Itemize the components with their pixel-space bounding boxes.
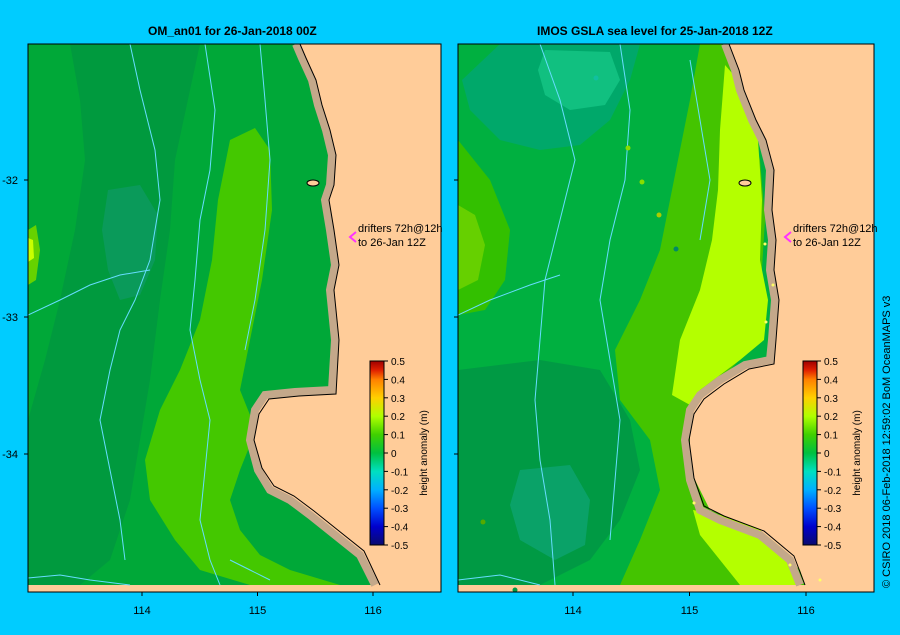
lon-tick-label: 114 [564,605,582,617]
map-frame [27,43,442,593]
colorbar-tick-label: -0.3 [824,504,842,515]
colorbar-tick-label: -0.4 [824,523,842,534]
colorbar-tick-label: -0.5 [391,541,409,552]
drifter-arrow [783,231,792,243]
credit-line: © CSIRO 2018 06-Feb-2018 12:59:02 BoM Oc… [881,296,893,588]
right-panel-title: IMOS GSLA sea level for 25-Jan-2018 12Z [537,24,773,38]
colorbar-tick-label: 0.3 [824,394,838,405]
colorbar-label: height anomaly (m) [419,410,430,496]
colorbars: 0.5 0.4 0.3 0.2 0.1 0 -0.1 -0.2 -0.3 -0.4 -0.5 heig… [369,357,863,552]
left-panel-title: OM_an01 for 26-Jan-2018 00Z [148,24,317,38]
island [738,179,752,187]
colorbar-tick-label: -0.3 [391,504,409,515]
colorbar-tick-label: -0.2 [824,486,842,497]
colorbar-tick-label: 0 [824,449,830,460]
lon-tick-label: 114 [133,605,151,617]
colorbar-tick-label: 0.1 [391,431,405,442]
colorbar-tick-label: -0.1 [824,467,842,478]
colorbar-tick-label: 0.4 [824,375,838,386]
coastline [245,44,379,587]
drifter-annotations: drifters 72h@12h to 26-Jan 12Z drifters 72… [348,223,878,249]
colorbar [802,360,818,546]
annotation-line2: to 26-Jan 12Z [793,237,861,249]
coastline [680,44,804,587]
anomaly-contour-low [28,44,200,585]
colorbar [369,360,385,546]
credit-text: © CSIRO 2018 06-Feb-2018 12:59:02 BoM Oc… [881,296,893,588]
island [306,179,320,187]
lon-tick-label: 116 [364,605,382,617]
lon-tick-label: 116 [797,605,815,617]
left-map-panel [27,43,442,593]
coastline-outline [253,44,381,586]
drifter-arrow [348,231,357,243]
drifter-markers [480,75,822,592]
colorbar-tick-label: -0.4 [391,523,409,534]
anomaly-contour-mid-2 [458,205,485,290]
drifter-tracks [458,44,711,586]
annotation-line1: drifters 72h@12h [793,223,878,235]
anomaly-contour-high [672,65,768,405]
colorbar-tick-label: -0.5 [824,541,842,552]
colorbar-tick-label: 0.3 [391,394,405,405]
colorbar-tick-label: 0.5 [391,357,405,368]
map-frame [457,43,875,593]
lon-tick-label: 115 [681,605,699,617]
colorbar-tick-label: 0 [391,449,397,460]
colorbar-tick-label: 0.4 [391,375,405,386]
anomaly-contour-highest [28,238,34,262]
lon-tick-label: 115 [249,605,267,617]
colorbar-tick-label: 0.1 [824,431,838,442]
lat-tick-label: -34 [2,449,18,461]
drifter-tracks [28,44,271,586]
colorbar-tick-label: 0.2 [824,412,838,423]
colorbar-tick-label: -0.1 [391,467,409,478]
anomaly-contour-lowest-2 [510,465,590,560]
lat-tick-label: -32 [2,175,18,187]
anomaly-contour-high-2 [693,510,800,585]
colorbar-label: height anomaly (m) [852,410,863,496]
colorbar-tick-label: 0.2 [391,412,405,423]
anomaly-contour-mid [145,128,340,585]
colorbar-tick-label: 0.5 [824,357,838,368]
lat-tick-label: -33 [2,312,18,324]
annotation-line1: drifters 72h@12h [358,223,443,235]
annotation-line2: to 26-Jan 12Z [358,237,426,249]
coastline-outline [688,44,806,586]
colorbar-tick-label: -0.2 [391,486,409,497]
axis-ticks: 114 115 116 -32 -33 -34 114 115 116 [2,175,815,617]
